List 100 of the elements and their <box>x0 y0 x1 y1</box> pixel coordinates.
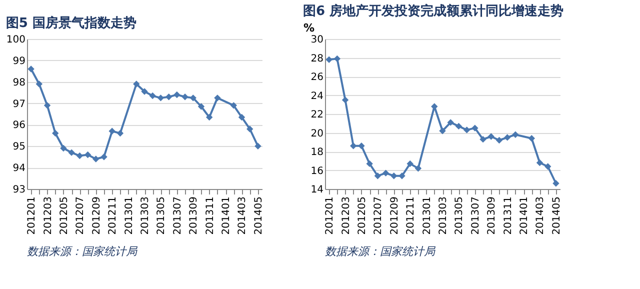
y-tick-label: 98 <box>12 77 26 88</box>
point <box>92 156 100 162</box>
x-tick-label: 201301 <box>124 196 135 235</box>
x-tick-label: 201311 <box>502 196 514 235</box>
point <box>36 80 43 88</box>
point <box>334 55 341 62</box>
y-tick-label: 97 <box>12 98 26 110</box>
x-tick-label: 201307 <box>172 196 184 235</box>
point <box>496 136 503 144</box>
point <box>141 88 148 95</box>
x-tick-label: 201303 <box>140 196 151 235</box>
y-tick-label: 20 <box>310 128 324 140</box>
y-tick-label: 28 <box>310 53 324 64</box>
y-tick-label: 30 <box>310 34 324 46</box>
point <box>60 144 67 152</box>
x-tick-label: 201301 <box>422 196 433 235</box>
point <box>254 142 262 150</box>
point <box>366 160 373 168</box>
point <box>390 172 398 180</box>
y-tick-label: 93 <box>12 184 26 196</box>
y-tick-label: 18 <box>310 147 324 158</box>
x-tick-label: 201201 <box>324 196 336 235</box>
point <box>190 94 196 102</box>
x-tick-label: 201207 <box>373 196 384 235</box>
y-tick-label: 16 <box>310 166 324 177</box>
x-tick-label: 201405 <box>253 196 264 235</box>
x-tick-label: 201201 <box>26 196 38 235</box>
x-tick-label: 201209 <box>389 196 400 235</box>
point <box>463 126 470 134</box>
point <box>326 56 332 63</box>
point <box>480 136 486 143</box>
point <box>100 154 108 160</box>
y-tick-label: 96 <box>12 120 26 132</box>
y-tick-label: 100 <box>6 34 26 46</box>
point <box>350 142 357 150</box>
point <box>149 92 156 100</box>
point <box>528 135 535 142</box>
y-tick-label: 94 <box>12 163 26 174</box>
x-tick-label: 201403 <box>237 196 248 235</box>
x-tick-label: 201403 <box>535 196 546 235</box>
point <box>116 130 124 137</box>
y-tick-label: 26 <box>310 72 324 83</box>
point <box>488 133 494 140</box>
point <box>28 66 34 72</box>
y-tick-label: 99 <box>12 56 26 67</box>
x-tick-label: 201203 <box>340 196 352 235</box>
y-axis-title: % <box>304 22 315 34</box>
point <box>44 102 51 109</box>
point <box>447 119 454 126</box>
point <box>552 180 560 187</box>
point <box>398 172 406 180</box>
x-tick-label: 201211 <box>406 196 417 235</box>
x-tick-label: 201305 <box>156 196 168 235</box>
point <box>439 128 446 134</box>
x-tick-label: 201207 <box>75 196 86 235</box>
x-tick-label: 201205 <box>58 196 70 235</box>
point <box>174 91 180 98</box>
point <box>374 172 382 180</box>
x-tick-label: 201309 <box>486 196 498 235</box>
point <box>382 170 390 176</box>
x-tick-label: 201305 <box>454 196 466 235</box>
point <box>182 94 188 100</box>
point <box>52 130 59 137</box>
x-tick-label: 201405 <box>551 196 562 235</box>
x-tick-label: 201209 <box>91 196 102 235</box>
point <box>358 142 365 150</box>
source-note: 数据来源：国家统计局 <box>27 245 138 258</box>
point <box>214 94 221 102</box>
point <box>76 152 84 160</box>
x-tick-label: 201307 <box>470 196 482 235</box>
point <box>230 102 237 109</box>
point <box>342 96 349 104</box>
point <box>504 134 511 141</box>
x-tick-label: 201309 <box>188 196 200 235</box>
point <box>108 128 116 134</box>
x-tick-label: 201203 <box>42 196 54 235</box>
x-tick-label: 201303 <box>438 196 449 235</box>
point <box>246 126 254 132</box>
y-tick-label: 22 <box>310 110 324 120</box>
y-tick-label: 14 <box>310 184 324 196</box>
x-tick-label: 201211 <box>108 196 119 235</box>
y-tick-label: 24 <box>310 90 324 102</box>
x-tick-label: 201311 <box>204 196 216 235</box>
point <box>206 114 213 121</box>
chart-title: 图6 房地产开发投资完成额累计同比增速走势 <box>303 3 564 19</box>
point <box>536 159 544 166</box>
point <box>406 160 414 168</box>
point <box>455 122 462 130</box>
x-tick-label: 201205 <box>356 196 368 235</box>
point <box>68 149 75 156</box>
point <box>414 165 422 172</box>
point <box>133 80 140 88</box>
x-tick-label: 201401 <box>519 196 530 235</box>
point <box>472 124 478 132</box>
point <box>198 103 205 110</box>
point <box>157 94 164 102</box>
x-tick-label: 201401 <box>221 196 232 235</box>
point <box>238 114 246 121</box>
y-tick-label: 95 <box>12 142 26 153</box>
point <box>84 151 92 158</box>
